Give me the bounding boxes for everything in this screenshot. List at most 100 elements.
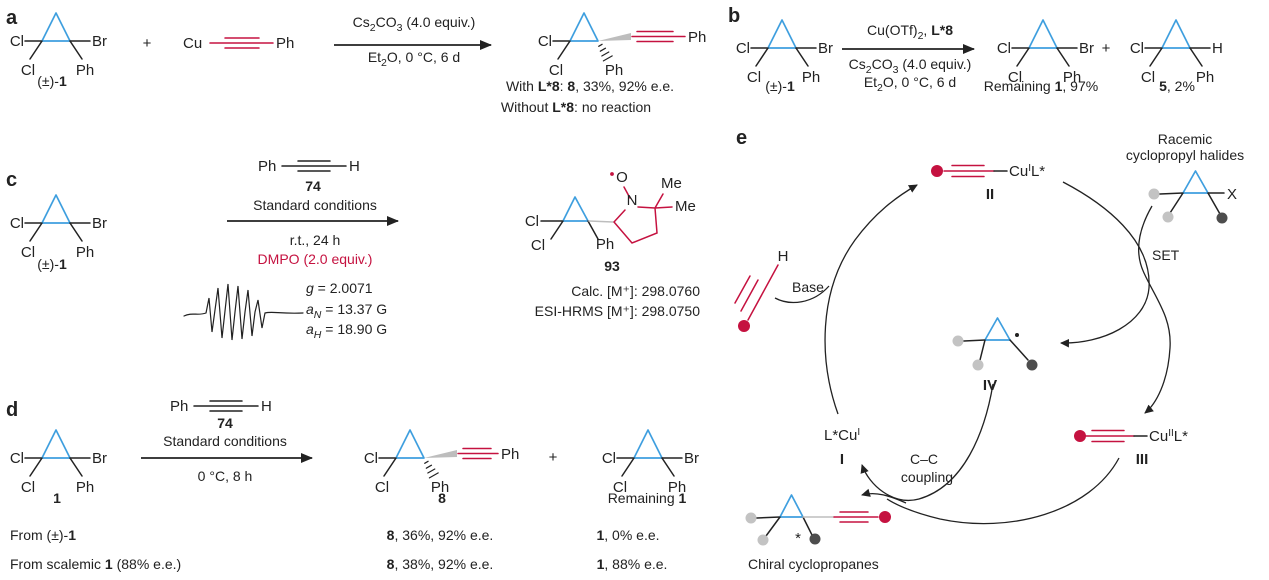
conditions-above: Cu(OTf)2, L*8 bbox=[867, 22, 953, 42]
remaining-1-structure: Cl Br Cl Ph bbox=[602, 429, 699, 496]
atom-label-ph: Ph bbox=[170, 398, 188, 415]
species-I-tag: I bbox=[840, 451, 844, 468]
atom-label-br: Br bbox=[1079, 40, 1094, 57]
atom-label-o: O bbox=[616, 169, 628, 186]
plus-sign: + bbox=[548, 449, 558, 466]
atom-label-ph: Ph bbox=[688, 29, 706, 46]
atom-label-cl: Cl bbox=[10, 215, 24, 232]
hrms-block: Calc. [M⁺]: 298.0760 ESI-HRMS [M⁺]: 298.… bbox=[455, 281, 700, 321]
atom-label-cl: Cl bbox=[747, 69, 761, 86]
atom-label-cl: Cl bbox=[21, 62, 35, 79]
reactant-1-structure: Cl Br Cl Ph bbox=[10, 12, 107, 79]
species-II-formula: CuIL* bbox=[1009, 163, 1045, 180]
panel-label-c: c bbox=[6, 169, 18, 191]
product-8-structure: Cl Cl Ph Ph bbox=[538, 12, 706, 79]
reactant-1-structure: Cl Br Cl Ph bbox=[736, 19, 833, 86]
radical-dot bbox=[610, 172, 614, 176]
atom-label-br: Br bbox=[92, 33, 107, 50]
atom-label-cl: Cl bbox=[375, 479, 389, 496]
epr-ah-value: aH = 18.90 G bbox=[306, 321, 388, 341]
epr-an-value: aN = 13.37 G bbox=[306, 301, 388, 321]
compound-label: (±)-1 bbox=[37, 256, 67, 272]
atom-label-cl: Cl bbox=[602, 450, 616, 467]
cyclopropyl-radical-structure bbox=[952, 317, 1038, 371]
atom-label-cl: Cl bbox=[531, 237, 545, 254]
result-without-ligand: Without L*8: no reaction bbox=[500, 99, 652, 115]
species-IV-tag: IV bbox=[983, 377, 997, 394]
set-label: SET bbox=[1152, 247, 1180, 263]
alkyne-h-label: H bbox=[778, 248, 789, 265]
spin-adduct-93-structure: Cl Cl Ph N O Me Me bbox=[525, 169, 696, 254]
hrms-calc: Calc. [M⁺]: 298.0760 bbox=[571, 283, 700, 299]
atom-label-br: Br bbox=[92, 215, 107, 232]
wedge-bond bbox=[424, 450, 457, 458]
plus-sign: + bbox=[142, 35, 152, 52]
radical-dot bbox=[1015, 333, 1019, 337]
panel-label-b: b bbox=[728, 5, 741, 27]
cyclopropane-skeleton bbox=[24, 429, 91, 477]
compound-5-structure: Cl H Cl Ph bbox=[1130, 19, 1223, 86]
atom-label-h: H bbox=[261, 398, 272, 415]
species-III-formula: CuIIL* bbox=[1149, 428, 1188, 445]
racemic-label-line1: Racemic bbox=[1158, 131, 1212, 147]
species-III-structure bbox=[1074, 429, 1148, 443]
copper-acetylide-structure: Cu Ph bbox=[183, 35, 294, 52]
reactant-1-structure: Cl Br Cl Ph bbox=[10, 429, 107, 496]
reaction-arrow bbox=[842, 44, 975, 54]
atom-label-ph: Ph bbox=[1063, 69, 1081, 86]
result-with-ligand: With L*8: 8, 33%, 92% e.e. bbox=[505, 78, 675, 94]
compound-label: (±)-1 bbox=[765, 78, 795, 94]
atom-label-cl: Cl bbox=[10, 33, 24, 50]
atom-label-cl: Cl bbox=[364, 450, 378, 467]
racemic-halide-structure bbox=[1148, 170, 1228, 224]
panel-label-d: d bbox=[6, 399, 19, 421]
compound-label: Remaining 1, 97% bbox=[983, 78, 1099, 94]
alkyne-bonds bbox=[193, 400, 259, 412]
table-row-source: From (±)-1 bbox=[10, 527, 77, 543]
conditions-below-2: DMPO (2.0 equiv.) bbox=[257, 251, 373, 267]
product-8-structure: Cl Cl Ph Ph bbox=[364, 429, 519, 496]
atom-label-cl: Cl bbox=[997, 40, 1011, 57]
atom-label-cl: Cl bbox=[1141, 69, 1155, 86]
atom-label-ph: Ph bbox=[76, 479, 94, 496]
reactant-1-structure: Cl Br Cl Ph bbox=[10, 194, 107, 261]
cyclopropane-skeleton bbox=[1011, 19, 1078, 67]
chiral-cyclopropane-structure bbox=[745, 494, 891, 546]
coupling-label-line2: coupling bbox=[901, 469, 953, 485]
pyrrolidine-ring bbox=[610, 172, 673, 244]
atom-label-cl: Cl bbox=[21, 244, 35, 261]
stereocenter-label: * bbox=[795, 530, 801, 547]
atom-label-cl: Cl bbox=[1008, 69, 1022, 86]
conditions-above: Standard conditions bbox=[163, 433, 287, 449]
atom-label-cl: Cl bbox=[21, 479, 35, 496]
compound-label-74: 74 bbox=[305, 178, 321, 194]
atom-label-br: Br bbox=[684, 450, 699, 467]
hashed-bond bbox=[598, 43, 613, 62]
conditions-below-2: Et2O, 0 °C, 6 d bbox=[863, 74, 957, 94]
atom-label-ph: Ph bbox=[258, 158, 276, 175]
cyclopropane-skeleton bbox=[616, 429, 683, 477]
panel-label-a: a bbox=[6, 7, 18, 29]
compound-label-74: 74 bbox=[217, 415, 233, 431]
conditions-above: Cs2CO3 (4.0 equiv.) bbox=[352, 14, 476, 34]
atom-label-ph: Ph bbox=[76, 62, 94, 79]
panel-label-e: e bbox=[736, 127, 748, 149]
atom-label-ph: Ph bbox=[668, 479, 686, 496]
atom-label-h: H bbox=[349, 158, 360, 175]
compound-label-8: 8 bbox=[438, 490, 446, 506]
species-III-tag: III bbox=[1136, 451, 1149, 468]
reaction-arrow bbox=[334, 40, 492, 50]
atom-label-ph: Ph bbox=[802, 69, 820, 86]
cyclopropane-skeleton bbox=[378, 429, 499, 479]
table-row-source: From scalemic 1 (88% e.e.) bbox=[10, 556, 182, 572]
atom-label-ph: Ph bbox=[596, 236, 614, 253]
epr-spectrum bbox=[183, 283, 304, 341]
atom-label-ph: Ph bbox=[276, 35, 294, 52]
atom-label-br: Br bbox=[92, 450, 107, 467]
atom-label-me: Me bbox=[675, 198, 696, 215]
table-row-yield-8: 8, 36%, 92% e.e. bbox=[386, 527, 494, 543]
phenylacetylene-structure: Ph H bbox=[258, 158, 360, 175]
atom-label-ph: Ph bbox=[76, 244, 94, 261]
alkyne-bonds bbox=[281, 160, 347, 172]
